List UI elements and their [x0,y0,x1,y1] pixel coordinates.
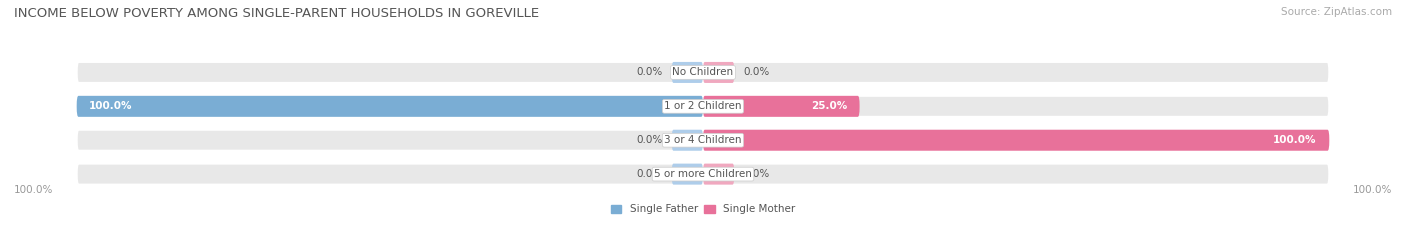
Text: 0.0%: 0.0% [744,169,770,179]
Text: 100.0%: 100.0% [14,185,53,195]
FancyBboxPatch shape [77,96,703,117]
Text: 1 or 2 Children: 1 or 2 Children [664,101,742,111]
FancyBboxPatch shape [672,130,703,151]
Text: INCOME BELOW POVERTY AMONG SINGLE-PARENT HOUSEHOLDS IN GOREVILLE: INCOME BELOW POVERTY AMONG SINGLE-PARENT… [14,7,538,20]
FancyBboxPatch shape [703,130,1329,151]
FancyBboxPatch shape [703,62,734,83]
FancyBboxPatch shape [672,164,703,185]
FancyBboxPatch shape [672,62,703,83]
Text: 5 or more Children: 5 or more Children [654,169,752,179]
Text: Source: ZipAtlas.com: Source: ZipAtlas.com [1281,7,1392,17]
Text: 25.0%: 25.0% [811,101,846,111]
FancyBboxPatch shape [77,96,703,117]
FancyBboxPatch shape [77,130,703,151]
Text: 3 or 4 Children: 3 or 4 Children [664,135,742,145]
Text: 100.0%: 100.0% [1274,135,1317,145]
FancyBboxPatch shape [703,62,1329,83]
Text: 0.0%: 0.0% [636,67,662,77]
FancyBboxPatch shape [703,96,859,117]
FancyBboxPatch shape [77,164,703,185]
Text: 100.0%: 100.0% [89,101,132,111]
Legend: Single Father, Single Mother: Single Father, Single Mother [607,200,799,219]
FancyBboxPatch shape [703,164,1329,185]
Text: 0.0%: 0.0% [636,169,662,179]
Text: No Children: No Children [672,67,734,77]
Text: 0.0%: 0.0% [744,67,770,77]
FancyBboxPatch shape [703,96,1329,117]
Text: 0.0%: 0.0% [636,135,662,145]
Text: 100.0%: 100.0% [1353,185,1392,195]
FancyBboxPatch shape [77,62,703,83]
FancyBboxPatch shape [703,130,1329,151]
FancyBboxPatch shape [703,164,734,185]
